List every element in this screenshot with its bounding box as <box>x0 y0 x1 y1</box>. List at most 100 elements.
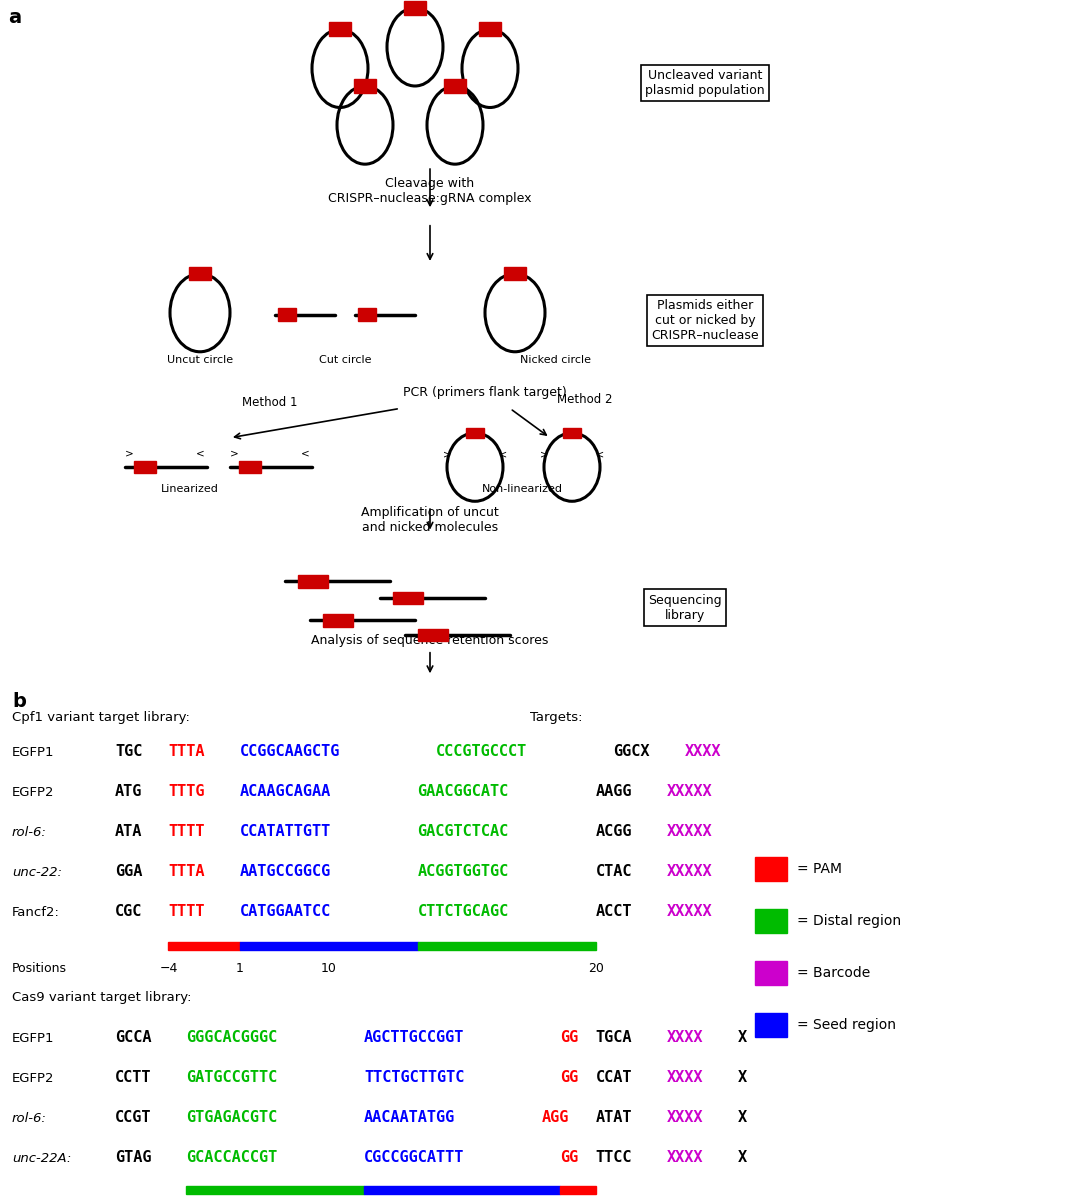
Text: ACCT: ACCT <box>595 905 632 919</box>
Text: TTTT: TTTT <box>169 905 205 919</box>
Bar <box>239 942 418 949</box>
Text: CCTT: CCTT <box>115 1070 152 1086</box>
Text: XXXX: XXXX <box>667 1070 703 1086</box>
Text: XXXX: XXXX <box>667 1031 703 1045</box>
Text: GACGTCTCAC: GACGTCTCAC <box>418 824 509 840</box>
Bar <box>239 461 261 474</box>
Text: CCATATTGTT: CCATATTGTT <box>239 824 330 840</box>
Bar <box>329 23 351 36</box>
Text: GGCX: GGCX <box>614 744 650 760</box>
Text: X: X <box>738 1110 747 1126</box>
Text: X: X <box>738 1031 747 1045</box>
Text: = Distal region: = Distal region <box>797 914 901 928</box>
Text: rol-6:: rol-6: <box>12 826 47 839</box>
Text: ATAT: ATAT <box>595 1110 632 1126</box>
Text: CCAT: CCAT <box>595 1070 632 1086</box>
Bar <box>189 266 211 281</box>
Text: rol-6:: rol-6: <box>12 1111 47 1124</box>
Text: <: < <box>301 449 310 458</box>
Text: GCCA: GCCA <box>115 1031 152 1045</box>
Text: TTTA: TTTA <box>169 864 205 880</box>
Text: Plasmids either
cut or nicked by
CRISPR–nuclease: Plasmids either cut or nicked by CRISPR–… <box>651 299 759 342</box>
Text: = Barcode: = Barcode <box>797 966 870 980</box>
Bar <box>755 857 787 881</box>
Bar <box>755 961 787 985</box>
Text: GTAG: GTAG <box>115 1151 152 1165</box>
Text: 10: 10 <box>321 962 337 974</box>
Bar <box>365 1187 560 1194</box>
Text: AATGCCGGCG: AATGCCGGCG <box>239 864 330 880</box>
Text: Method 2: Method 2 <box>557 392 613 406</box>
Text: Analysis of sequence retention scores: Analysis of sequence retention scores <box>311 634 548 647</box>
Text: unc-22A:: unc-22A: <box>12 1152 72 1164</box>
Text: TTTT: TTTT <box>169 824 205 840</box>
Text: GTGAGACGTC: GTGAGACGTC <box>186 1110 278 1126</box>
Text: GCACCACCGT: GCACCACCGT <box>186 1151 278 1165</box>
Text: GG: GG <box>560 1070 578 1086</box>
Bar <box>169 942 239 949</box>
Text: XXXXX: XXXXX <box>667 785 712 799</box>
Text: GATGCCGTTC: GATGCCGTTC <box>186 1070 278 1086</box>
Text: CTTCTGCAGC: CTTCTGCAGC <box>418 905 509 919</box>
Bar <box>404 1 427 14</box>
Text: CCGGCAAGCTG: CCGGCAAGCTG <box>239 744 340 760</box>
Text: GAACGGCATC: GAACGGCATC <box>418 785 509 799</box>
Text: AAGG: AAGG <box>595 785 632 799</box>
Text: <: < <box>499 449 507 460</box>
Text: Cut circle: Cut circle <box>319 355 371 366</box>
Text: Non-linearized: Non-linearized <box>481 485 562 494</box>
Text: Amplification of uncut
and nicked molecules: Amplification of uncut and nicked molecu… <box>361 506 499 534</box>
Text: TTCTGCTTGTC: TTCTGCTTGTC <box>365 1070 465 1086</box>
Text: ATG: ATG <box>115 785 142 799</box>
Text: X: X <box>738 1151 747 1165</box>
Bar <box>466 427 484 438</box>
Text: TGCA: TGCA <box>595 1031 632 1045</box>
Bar <box>134 461 156 474</box>
Text: Nicked circle: Nicked circle <box>520 355 590 366</box>
Bar <box>278 307 296 322</box>
Bar <box>186 1187 365 1194</box>
Text: GG: GG <box>560 1031 578 1045</box>
Bar <box>418 942 595 949</box>
Bar <box>560 1187 595 1194</box>
Text: Method 1: Method 1 <box>243 396 298 408</box>
Text: GGA: GGA <box>115 864 142 880</box>
Text: XXXXX: XXXXX <box>667 824 712 840</box>
Text: >: > <box>443 449 451 460</box>
Text: CGCCGGCATTT: CGCCGGCATTT <box>365 1151 465 1165</box>
Text: Cpf1 variant target library:: Cpf1 variant target library: <box>12 712 190 725</box>
Text: Cleavage with
CRISPR–nuclease:gRNA complex: Cleavage with CRISPR–nuclease:gRNA compl… <box>328 176 531 204</box>
Bar <box>418 629 448 642</box>
Text: CATGGAATCC: CATGGAATCC <box>239 905 330 919</box>
Text: XXXXX: XXXXX <box>667 864 712 880</box>
Bar <box>298 575 328 588</box>
Text: = PAM: = PAM <box>797 862 842 876</box>
Text: = Seed region: = Seed region <box>797 1018 896 1032</box>
Bar <box>503 266 526 281</box>
Text: EGFP2: EGFP2 <box>12 1072 55 1085</box>
Bar <box>563 427 580 438</box>
Text: ATA: ATA <box>115 824 142 840</box>
Bar <box>479 23 501 36</box>
Text: −4: −4 <box>159 962 177 974</box>
Text: XXXX: XXXX <box>684 744 722 760</box>
Text: b: b <box>12 692 26 710</box>
Text: <: < <box>197 449 205 458</box>
Text: XXXXX: XXXXX <box>667 905 712 919</box>
Text: Cas9 variant target library:: Cas9 variant target library: <box>12 991 191 1004</box>
Bar <box>444 79 466 92</box>
Text: 1: 1 <box>235 962 244 974</box>
Text: PCR (primers flank target): PCR (primers flank target) <box>403 386 567 400</box>
Text: X: X <box>738 1070 747 1086</box>
Bar <box>358 307 376 322</box>
Text: XXXX: XXXX <box>667 1151 703 1165</box>
Bar <box>755 910 787 934</box>
Text: EGFP2: EGFP2 <box>12 786 55 798</box>
Text: unc-22:: unc-22: <box>12 865 62 878</box>
Text: GG: GG <box>560 1151 578 1165</box>
Text: ACGGTGGTGC: ACGGTGGTGC <box>418 864 509 880</box>
Text: <: < <box>595 449 604 460</box>
Text: Linearized: Linearized <box>161 485 219 494</box>
Text: TTCC: TTCC <box>595 1151 632 1165</box>
Text: CTAC: CTAC <box>595 864 632 880</box>
